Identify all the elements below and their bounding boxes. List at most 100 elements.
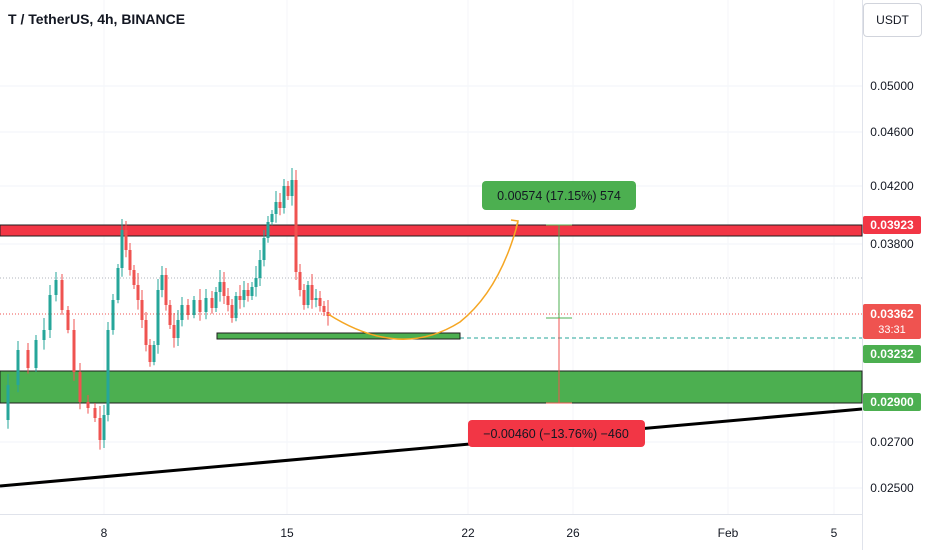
- measure-up-label: 0.00574 (17.15%) 574: [482, 181, 636, 210]
- candle-body: [48, 295, 52, 330]
- candle-body: [111, 300, 115, 330]
- candle-body: [34, 340, 38, 368]
- last-price-badge: 0.03362 33:31: [863, 304, 921, 339]
- support-rectangle[interactable]: [216, 332, 461, 340]
- candle-body: [140, 300, 144, 320]
- price-tick-label: 0.04600: [870, 125, 914, 139]
- candle-body: [78, 372, 82, 402]
- candle-body: [124, 230, 128, 250]
- resistance-zone[interactable]: [0, 224, 863, 237]
- candle-body: [266, 222, 270, 238]
- candle-body: [242, 290, 246, 300]
- candle-body: [16, 350, 20, 385]
- time-tick-label: 15: [280, 526, 294, 540]
- arrow-head-icon: [510, 219, 519, 229]
- candle-body: [180, 305, 184, 320]
- candle-body: [172, 325, 176, 338]
- candle-body: [192, 300, 196, 315]
- candle-body: [270, 214, 274, 222]
- candle-body: [274, 202, 278, 214]
- projected-path-arrow[interactable]: [327, 221, 519, 340]
- candle-body: [60, 280, 64, 310]
- candle-body: [106, 330, 110, 415]
- candle-body: [282, 186, 286, 208]
- candle-body: [6, 385, 10, 420]
- time-tick-label: 8: [101, 526, 108, 540]
- svg-text:0.03362: 0.03362: [870, 307, 914, 321]
- time-axis-labels: 8 15 22 26 Feb 5: [101, 526, 838, 540]
- candle-body: [246, 290, 250, 296]
- support-zone[interactable]: [0, 370, 863, 404]
- price-tick-label: 0.02700: [870, 435, 914, 449]
- candle-body: [322, 306, 326, 312]
- candle-body: [120, 230, 124, 268]
- candle-body: [210, 298, 214, 308]
- candle-body: [164, 275, 168, 305]
- candle-body: [318, 298, 322, 306]
- candlestick-series: [6, 168, 330, 450]
- candle-countdown: 33:31: [878, 324, 906, 336]
- candle-body: [86, 402, 90, 408]
- candle-body: [160, 275, 164, 290]
- time-tick-label: 5: [831, 526, 838, 540]
- candle-body: [54, 280, 58, 295]
- candle-body: [72, 330, 76, 372]
- candle-body: [226, 296, 230, 305]
- candle-body: [290, 180, 294, 196]
- candle-body: [314, 298, 318, 300]
- candle-body: [230, 305, 234, 318]
- measure-down-text: −0.00460 (−13.76%) −460: [483, 427, 629, 441]
- candle-body: [102, 415, 106, 440]
- candle-body: [218, 282, 222, 292]
- svg-text:0.03923: 0.03923: [870, 218, 914, 232]
- candle-body: [306, 285, 310, 305]
- candle-body: [262, 238, 266, 260]
- time-tick-label: Feb: [718, 526, 739, 540]
- currency-button[interactable]: USDT: [863, 3, 922, 37]
- candle-body: [234, 296, 238, 318]
- candle-body: [152, 345, 156, 362]
- support-zone-price-badge: 0.02900: [863, 393, 921, 411]
- time-tick-label: 22: [461, 526, 475, 540]
- candle-body: [116, 268, 120, 300]
- candle-body: [286, 186, 290, 196]
- candle-body: [132, 270, 136, 285]
- candle-body: [250, 287, 254, 296]
- svg-text:0.03232: 0.03232: [870, 347, 914, 361]
- support-line-price-badge: 0.03232: [863, 345, 921, 363]
- candle-body: [222, 282, 226, 296]
- candle-body: [186, 305, 190, 315]
- ascending-trendline[interactable]: [0, 407, 863, 488]
- candle-body: [128, 250, 132, 270]
- price-tick-label: 0.02500: [870, 481, 914, 495]
- candle-body: [198, 300, 202, 312]
- candle-body: [93, 408, 97, 418]
- price-tick-label: 0.05000: [870, 79, 914, 93]
- candle-body: [98, 418, 102, 440]
- candle-body: [254, 278, 258, 287]
- candle-body: [298, 272, 302, 290]
- candle-body: [294, 180, 298, 272]
- candle-body: [214, 292, 218, 308]
- measure-up-text: 0.00574 (17.15%) 574: [497, 189, 621, 203]
- price-axis-labels: 0.05000 0.04600 0.04200 0.03800 0.02700 0.025…: [870, 79, 914, 495]
- time-tick-label: 26: [566, 526, 580, 540]
- candle-body: [278, 202, 282, 208]
- candle-body: [204, 298, 208, 312]
- candle-body: [310, 285, 314, 300]
- candle-body: [136, 285, 140, 300]
- candle-body: [168, 305, 172, 325]
- resistance-price-badge: 0.03923: [863, 216, 921, 234]
- svg-text:0.02900: 0.02900: [870, 395, 914, 409]
- price-tick-label: 0.04200: [870, 179, 914, 193]
- candle-body: [176, 320, 180, 338]
- candle-body: [156, 290, 160, 345]
- candle-body: [238, 296, 242, 300]
- candle-body: [302, 290, 306, 305]
- candle-body: [258, 260, 262, 278]
- candle-body: [148, 345, 152, 362]
- candle-body: [144, 320, 148, 345]
- candle-body: [66, 310, 70, 330]
- price-tick-label: 0.03800: [870, 237, 914, 251]
